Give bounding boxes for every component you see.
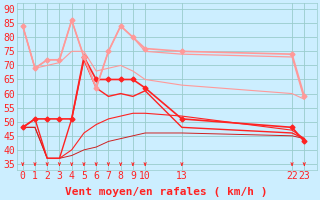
X-axis label: Vent moyen/en rafales ( km/h ): Vent moyen/en rafales ( km/h ) [65, 187, 268, 197]
